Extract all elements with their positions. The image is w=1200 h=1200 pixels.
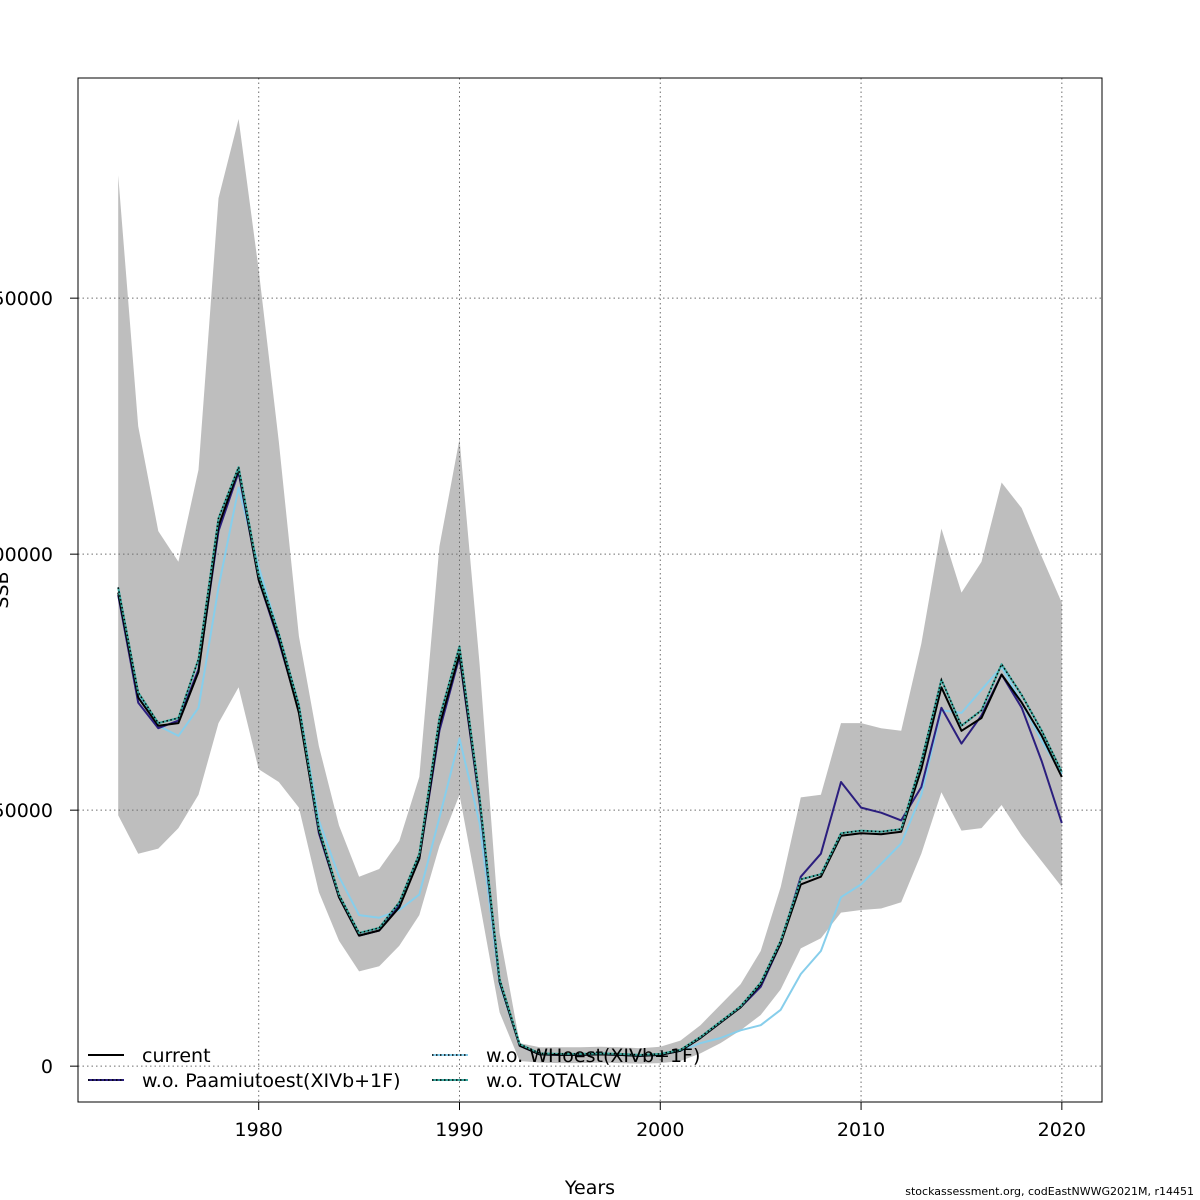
legend-label-w-o-whoest-xivb-1f: w.o. WHoest(XIVb+1F) <box>486 1045 700 1067</box>
x-tick-label: 2020 <box>1038 1119 1086 1141</box>
x-axis-title: Years <box>564 1177 615 1199</box>
x-tick-label: 2000 <box>636 1119 684 1141</box>
x-tick-label: 1990 <box>435 1119 483 1141</box>
axis-layer: 1980 1990 2000 2010 2020 0 50000 100000 150000 <box>0 288 1086 1141</box>
y-axis-title: SSB <box>0 571 13 608</box>
plot-frame <box>77 77 1103 1103</box>
legend: current w.o. Paamiutoest(XIVb+1F) w.o. WHo… <box>88 1045 700 1092</box>
footer-credit: stockassessment.org, codEastNWWG2021M, r… <box>905 1185 1194 1198</box>
series-line-current-dotted-overlay <box>117 464 1063 1056</box>
confidence-band-layer <box>118 119 1062 1064</box>
y-tick-label: 50000 <box>0 800 53 822</box>
x-tick-label: 1980 <box>235 1119 283 1141</box>
legend-label-w-o-paamiutoest-xivb-1f: w.o. Paamiutoest(XIVb+1F) <box>142 1070 400 1092</box>
y-tick-label: 100000 <box>0 544 53 566</box>
series-layer <box>117 464 1063 1057</box>
legend-label-w-o-totalcw: w.o. TOTALCW <box>486 1070 622 1092</box>
legend-label-current: current <box>142 1045 211 1067</box>
x-tick-label: 2010 <box>837 1119 885 1141</box>
confidence-band <box>118 119 1062 1064</box>
y-tick-label: 150000 <box>0 288 53 310</box>
y-tick-label: 0 <box>41 1056 53 1078</box>
